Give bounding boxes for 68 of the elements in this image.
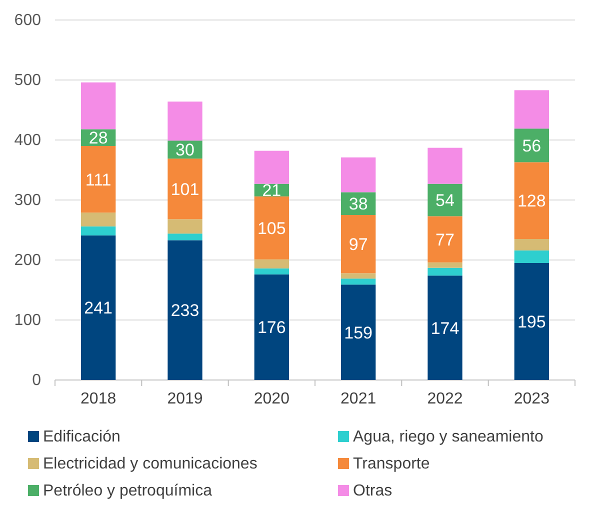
bar [341, 215, 376, 274]
legend-label: Transporte [353, 456, 430, 473]
data-label: 159 [344, 323, 373, 342]
data-label: 128 [517, 192, 546, 211]
bar [254, 274, 289, 380]
x-tick-label: 2022 [427, 390, 463, 408]
bar [168, 234, 202, 240]
x-tick-label: 2018 [80, 390, 116, 408]
data-label: 38 [348, 194, 368, 214]
data-label: 30 [176, 140, 194, 160]
data-label: 21 [262, 181, 282, 200]
y-tick-label: 500 [14, 72, 42, 90]
bar [428, 262, 462, 268]
bar [81, 235, 116, 380]
bar [168, 219, 202, 234]
bar [428, 216, 462, 262]
data-label: 28 [88, 128, 108, 148]
y-tick-label: 200 [14, 252, 42, 270]
legend-label: Edificación [43, 428, 120, 446]
data-label: 101 [170, 180, 200, 199]
bar [514, 239, 549, 250]
legend-label: Otras [353, 482, 392, 500]
bar [514, 162, 549, 239]
bar [514, 263, 549, 380]
bar [341, 157, 376, 192]
bar [254, 196, 289, 260]
legend-label: Agua, riego y saneamiento [353, 428, 544, 446]
x-tick-label: 2021 [340, 390, 376, 408]
bar [428, 268, 462, 276]
legend-label: Electricidad y comunicaciones [43, 456, 258, 473]
bar [428, 184, 462, 216]
x-tick-label: 2020 [254, 390, 290, 408]
bar [254, 259, 289, 268]
bar [428, 276, 462, 380]
data-label: 195 [517, 312, 546, 332]
bar [514, 90, 549, 129]
y-tick-label: 600 [14, 12, 42, 30]
bar [81, 146, 116, 213]
bar [81, 226, 116, 236]
y-tick-label: 100 [14, 312, 42, 330]
data-label: 77 [436, 230, 454, 250]
bar [168, 102, 202, 141]
data-label: 54 [436, 190, 454, 210]
y-tick-label: 300 [14, 192, 42, 210]
bar [254, 268, 289, 274]
bar [341, 278, 376, 285]
data-label: 233 [170, 301, 200, 320]
bar [168, 158, 202, 220]
bar [341, 284, 376, 380]
bar [341, 273, 376, 279]
y-tick-label: 0 [32, 372, 42, 390]
data-label: 105 [257, 218, 286, 238]
bar [81, 212, 116, 226]
data-label: 176 [257, 318, 286, 338]
bar [168, 240, 202, 380]
x-tick-label: 2023 [514, 390, 550, 408]
bar [514, 250, 549, 263]
data-label: 241 [84, 298, 113, 318]
data-label: 56 [522, 136, 542, 156]
data-label: 111 [85, 170, 112, 190]
x-tick-label: 2019 [167, 390, 203, 408]
bar [81, 82, 116, 130]
legend-label: Petróleo y petroquímica [43, 482, 212, 500]
data-label: 97 [348, 235, 368, 254]
y-tick-label: 400 [14, 132, 42, 150]
bar [254, 150, 289, 184]
bar [428, 148, 462, 184]
data-label: 174 [430, 318, 460, 338]
